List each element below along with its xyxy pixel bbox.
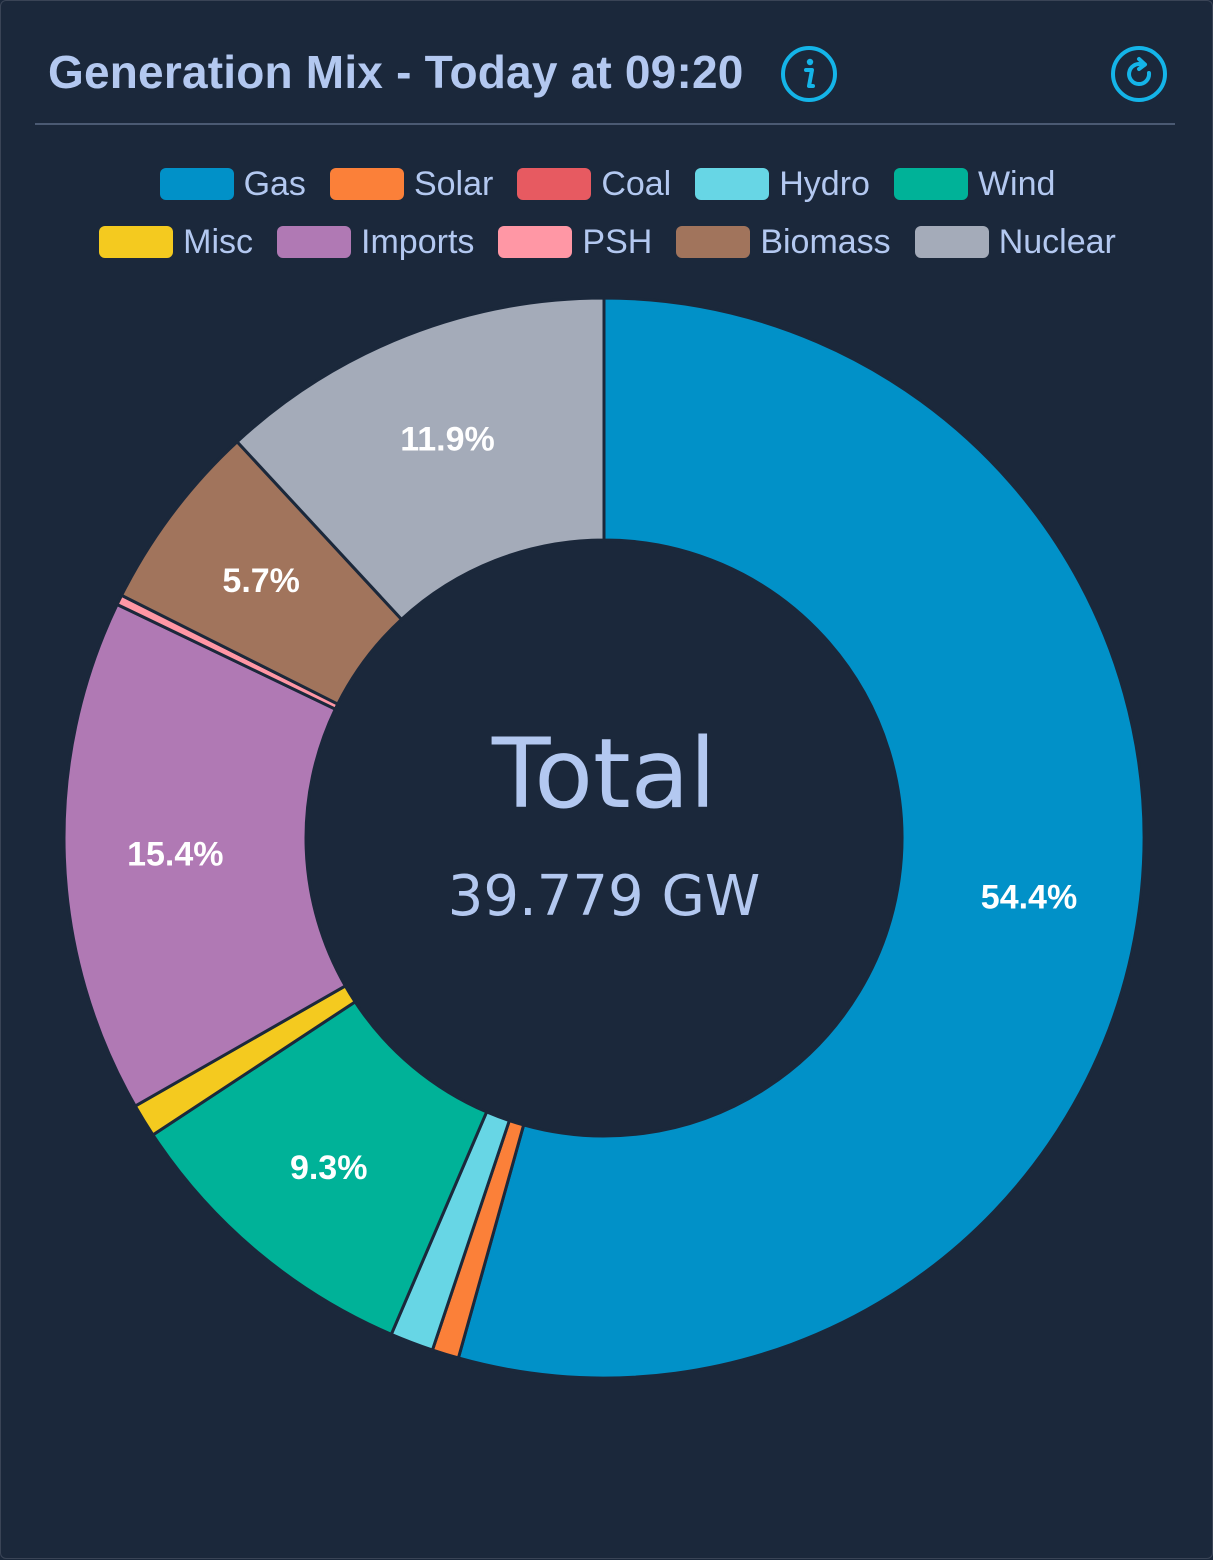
refresh-icon[interactable] xyxy=(1111,46,1167,102)
slice-imports[interactable] xyxy=(62,602,348,1109)
card-header: Generation Mix - Today at 09:20 xyxy=(35,1,1175,125)
info-icon[interactable] xyxy=(781,46,837,102)
legend-label: Imports xyxy=(361,222,475,261)
legend-item-imports[interactable]: Imports xyxy=(277,223,474,262)
legend-swatch xyxy=(159,168,234,200)
legend-swatch xyxy=(517,168,592,200)
slice-gas[interactable] xyxy=(456,296,1146,1380)
legend-item-biomass[interactable]: Biomass xyxy=(676,222,891,262)
legend-label: Biomass xyxy=(760,222,891,261)
legend-swatch xyxy=(893,168,968,200)
legend-label: Hydro xyxy=(779,164,870,203)
legend-item-psh[interactable]: PSH xyxy=(498,223,652,262)
legend-swatch xyxy=(695,168,770,200)
legend-item-nuclear[interactable]: Nuclear xyxy=(914,222,1116,262)
legend-swatch xyxy=(277,226,352,258)
legend-label: Nuclear xyxy=(998,222,1116,261)
legend-item-hydro[interactable]: Hydro xyxy=(695,165,870,204)
legend-swatch xyxy=(99,226,174,258)
legend-swatch xyxy=(329,168,404,200)
legend-label: Solar xyxy=(413,164,494,203)
slice-label-wind: 9.3% xyxy=(290,1149,368,1187)
legend-label: PSH xyxy=(582,222,653,261)
legend-item-solar[interactable]: Solar xyxy=(329,164,494,204)
legend-item-misc[interactable]: Misc xyxy=(99,223,253,262)
legend-label: Misc xyxy=(183,222,254,261)
refresh-icon-svg xyxy=(1111,46,1167,102)
chart-legend: Gas Solar Coal Hydro Wind Misc Imports PSH Bioma… xyxy=(1,161,1213,277)
center-total-value: 39.779 GW xyxy=(448,864,761,929)
legend-row: Gas Solar Coal Hydro Wind xyxy=(1,161,1213,207)
legend-item-gas[interactable]: Gas xyxy=(159,164,306,204)
center-title: Total xyxy=(491,718,716,830)
legend-swatch xyxy=(676,226,751,258)
card-title: Generation Mix - Today at 09:20 xyxy=(48,46,744,98)
legend-swatch xyxy=(914,226,989,258)
info-icon-svg xyxy=(781,46,837,102)
slice-label-nuclear: 11.9% xyxy=(400,421,495,459)
legend-row: Misc Imports PSH Biomass Nuclear xyxy=(1,219,1213,265)
legend-item-wind[interactable]: Wind xyxy=(893,164,1056,204)
legend-label: Wind xyxy=(977,164,1056,203)
legend-swatch xyxy=(498,226,573,258)
slice-label-imports: 15.4% xyxy=(127,835,223,873)
legend-label: Coal xyxy=(601,164,672,203)
slice-nuclear[interactable] xyxy=(235,296,606,622)
legend-item-coal[interactable]: Coal xyxy=(517,165,671,204)
slice-label-gas: 54.4% xyxy=(981,878,1077,916)
legend-label: Gas xyxy=(243,164,306,203)
slice-label-biomass: 5.7% xyxy=(222,562,300,600)
